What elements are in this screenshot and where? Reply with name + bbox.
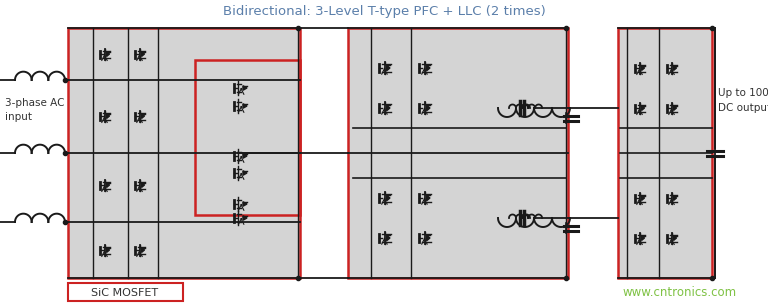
- Text: 3-phase AC: 3-phase AC: [5, 98, 65, 108]
- Polygon shape: [674, 105, 677, 110]
- Polygon shape: [386, 65, 390, 71]
- Polygon shape: [674, 65, 677, 71]
- Text: www.cntronics.com: www.cntronics.com: [623, 285, 737, 299]
- Polygon shape: [641, 236, 644, 240]
- Polygon shape: [427, 195, 430, 201]
- Polygon shape: [141, 182, 144, 188]
- Polygon shape: [386, 235, 390, 241]
- Bar: [68, 283, 183, 301]
- Polygon shape: [243, 216, 247, 220]
- Polygon shape: [386, 105, 390, 111]
- Text: DC output: DC output: [718, 103, 768, 113]
- Polygon shape: [243, 104, 247, 108]
- Polygon shape: [641, 105, 644, 110]
- Text: SiC MOSFET: SiC MOSFET: [91, 288, 158, 298]
- Bar: [348, 28, 568, 278]
- Polygon shape: [427, 65, 430, 71]
- Polygon shape: [141, 247, 144, 253]
- Bar: [68, 28, 300, 278]
- Polygon shape: [141, 51, 144, 57]
- Polygon shape: [427, 105, 430, 111]
- Text: Bidirectional: 3-Level T-type PFC + LLC (2 times): Bidirectional: 3-Level T-type PFC + LLC …: [223, 5, 545, 19]
- Bar: [348, 28, 568, 278]
- Bar: [68, 28, 300, 278]
- Polygon shape: [243, 171, 247, 175]
- Polygon shape: [107, 247, 110, 253]
- Polygon shape: [386, 195, 390, 201]
- Polygon shape: [107, 182, 110, 188]
- Polygon shape: [141, 113, 144, 119]
- Polygon shape: [641, 65, 644, 71]
- Text: Up to 1000 V: Up to 1000 V: [718, 88, 768, 98]
- Bar: [618, 28, 712, 278]
- Polygon shape: [107, 51, 110, 57]
- Polygon shape: [107, 113, 110, 119]
- Polygon shape: [243, 86, 247, 90]
- Polygon shape: [674, 195, 677, 201]
- Polygon shape: [674, 236, 677, 240]
- Text: input: input: [5, 112, 32, 122]
- Polygon shape: [243, 154, 247, 158]
- Bar: [618, 28, 712, 278]
- Polygon shape: [427, 235, 430, 241]
- Polygon shape: [641, 195, 644, 201]
- Polygon shape: [243, 202, 247, 206]
- Bar: [195, 60, 300, 215]
